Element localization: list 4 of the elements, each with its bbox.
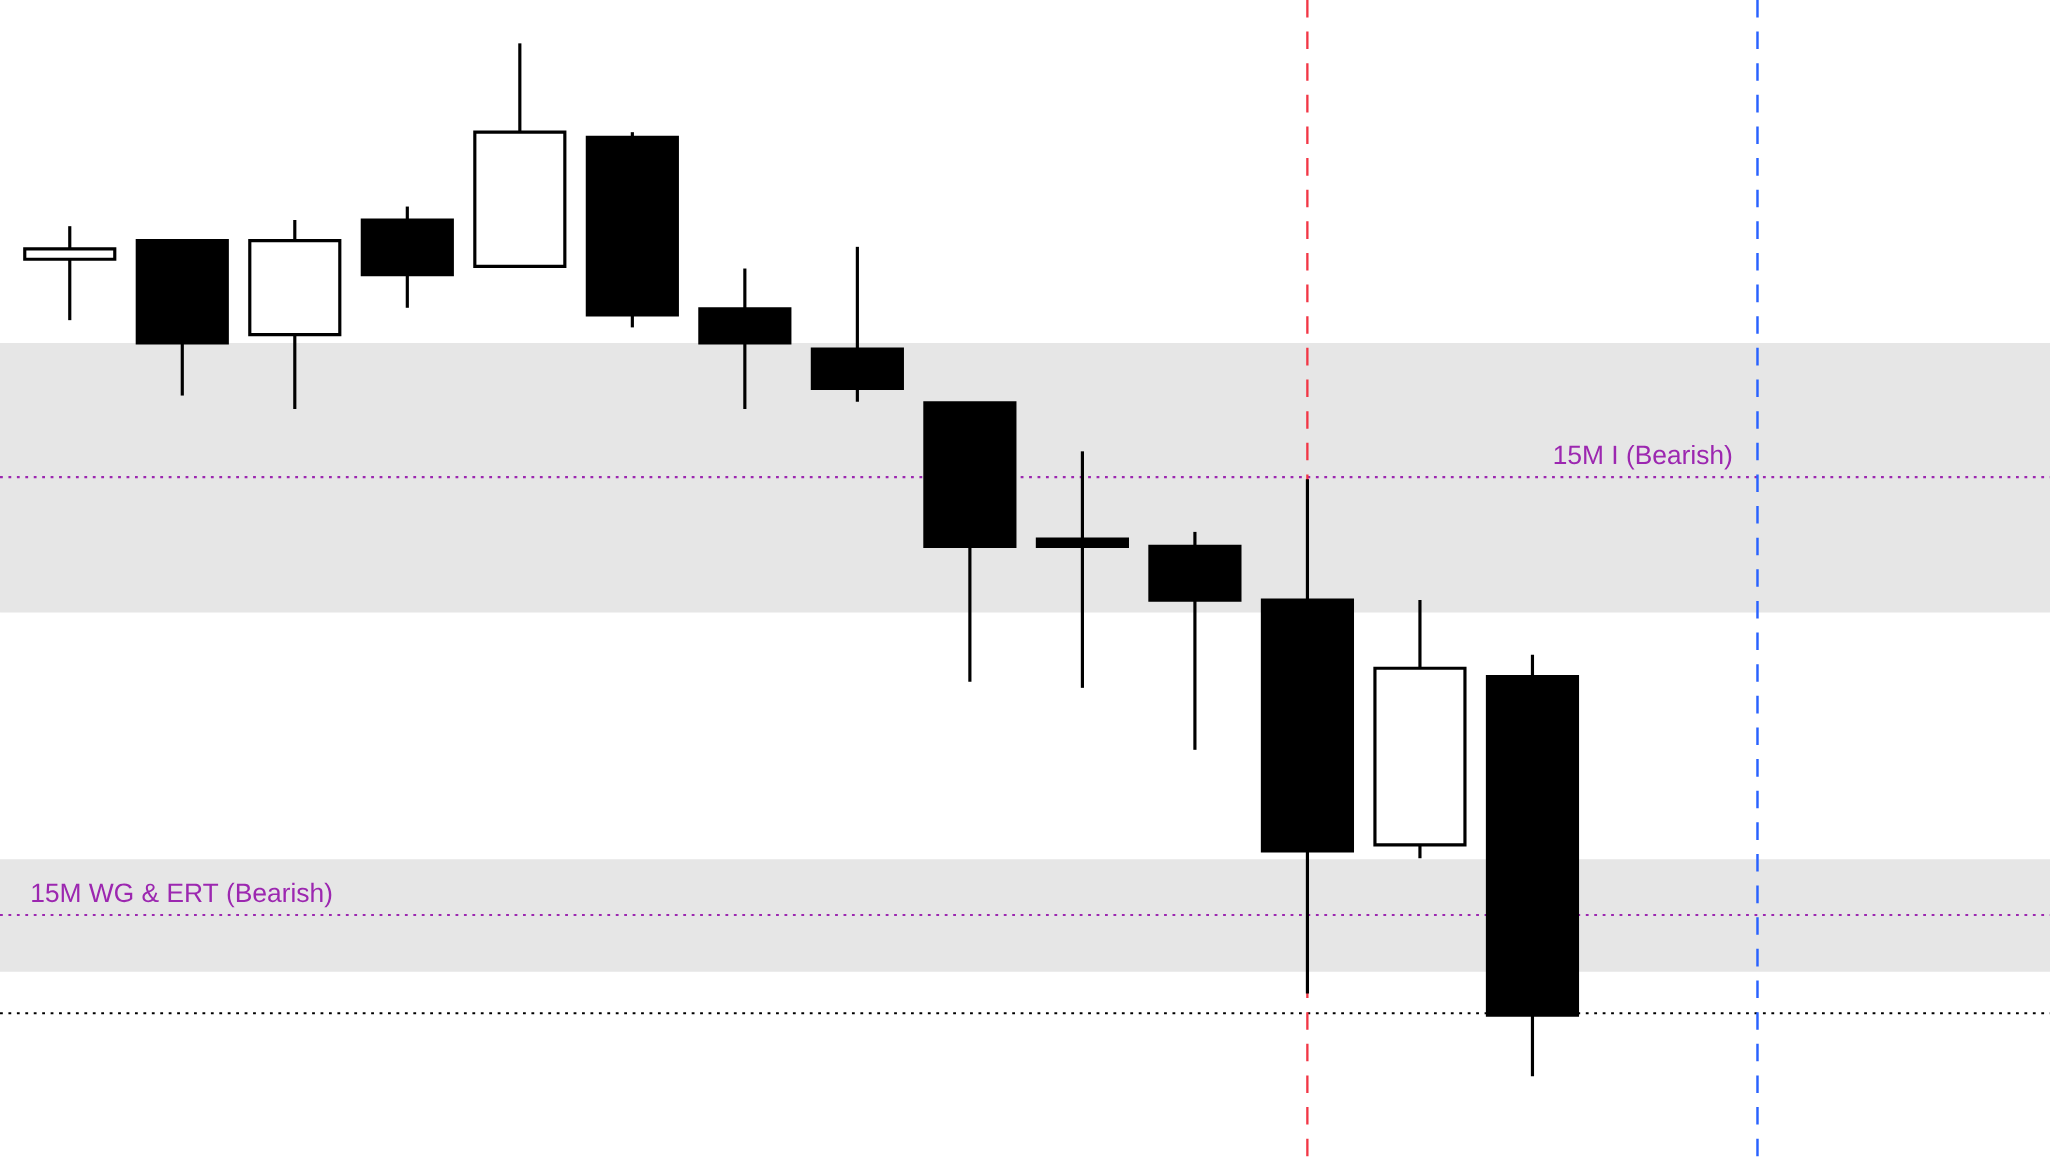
candlestick — [1035, 451, 1129, 688]
candlestick — [23, 226, 117, 322]
ref-line-label: 15M WG & ERT (Bearish) — [32, 882, 332, 908]
ref-line-label: 15M I (Bearish) — [1554, 444, 1732, 470]
